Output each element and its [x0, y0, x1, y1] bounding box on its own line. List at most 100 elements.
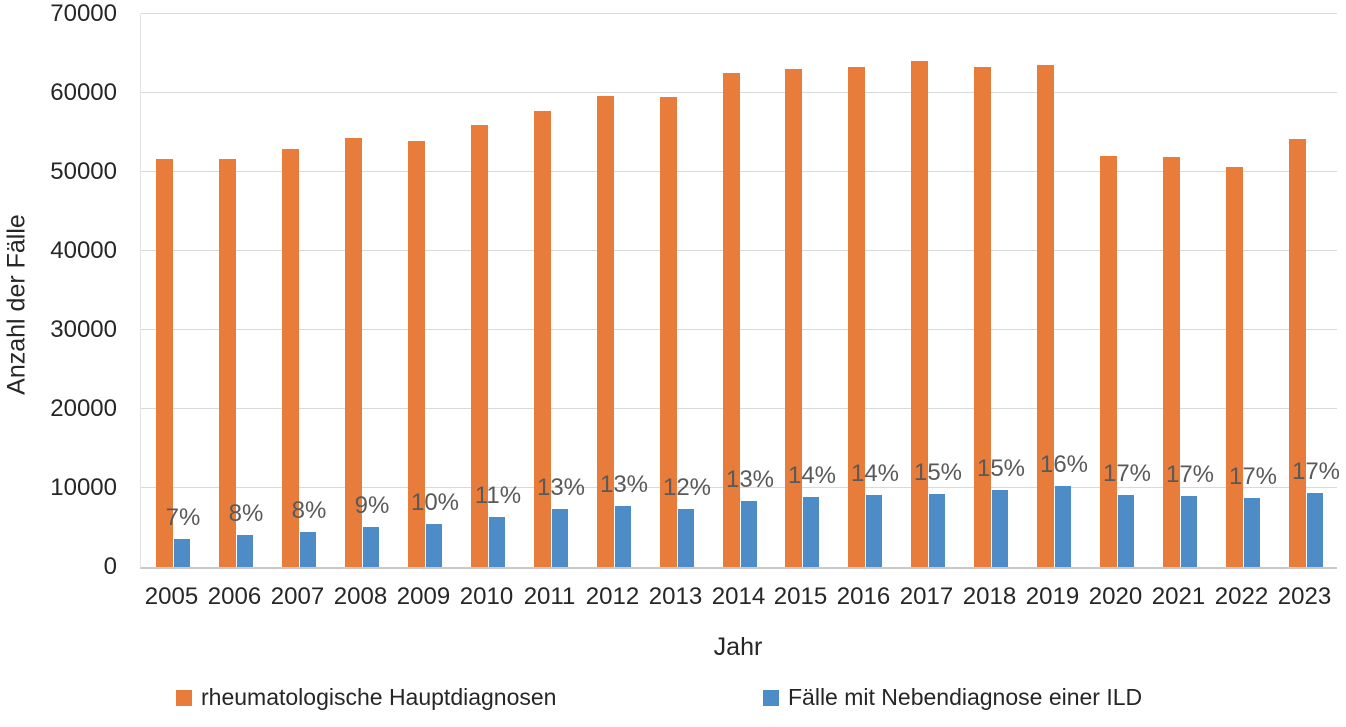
category-group-2012: 13% [582, 14, 649, 567]
x-tick-2006: 2006 [207, 583, 262, 610]
legend-label-ild: Fälle mit Nebendiagnose einer ILD [788, 684, 1143, 710]
bar-hauptdiagnosen-2020 [1100, 156, 1117, 567]
bar-hauptdiagnosen-2005 [156, 159, 173, 567]
bar-ild-2020 [1118, 495, 1134, 567]
plot-area: 7% 8% 8% 9% 10% 11% 13% 13% 12% 13% 14% 14% 15% 15% 16… [140, 13, 1341, 569]
pct-label-2021: 17% [1165, 461, 1215, 488]
y-tick-20000: 20000 [50, 395, 117, 422]
bar-ild-2021 [1181, 496, 1197, 567]
bar-ild-2006 [237, 535, 253, 567]
bar-hauptdiagnosen-2022 [1226, 167, 1243, 567]
bar-hauptdiagnosen-2021 [1163, 157, 1180, 567]
category-group-2008: 9% [330, 14, 393, 567]
bar-ild-2010 [489, 517, 505, 567]
pct-label-2023: 17% [1291, 458, 1341, 485]
bar-hauptdiagnosen-2023 [1289, 139, 1306, 567]
bar-ild-2017 [929, 494, 945, 567]
pct-label-2020: 17% [1102, 460, 1152, 487]
bar-hauptdiagnosen-2011 [534, 111, 551, 567]
y-tick-0: 0 [103, 553, 117, 580]
category-group-2010: 11% [456, 14, 522, 567]
x-tick-2009: 2009 [396, 583, 451, 610]
x-axis-title: Jahr [713, 633, 763, 661]
category-group-2016: 14% [833, 14, 900, 567]
bar-ild-2016 [866, 495, 882, 567]
x-tick-2018: 2018 [962, 583, 1017, 610]
category-group-2006: 8% [204, 14, 267, 567]
category-group-2020: 17% [1085, 14, 1152, 567]
category-group-2009: 10% [393, 14, 459, 567]
bar-hauptdiagnosen-2013 [660, 97, 677, 567]
y-tick-10000: 10000 [50, 474, 117, 501]
pct-label-2011: 13% [536, 474, 586, 501]
bar-hauptdiagnosen-2015 [785, 69, 802, 567]
legend-label-hauptdiagnosen: rheumatologische Hauptdiagnosen [201, 684, 557, 710]
category-group-2023: 17% [1274, 14, 1341, 567]
y-tick-30000: 30000 [50, 316, 117, 343]
bar-ild-2023 [1307, 493, 1323, 567]
x-tick-2011: 2011 [523, 583, 576, 610]
category-group-2018: 15% [959, 14, 1026, 567]
y-tick-40000: 40000 [50, 237, 117, 264]
bar-ild-2005 [174, 539, 190, 567]
bar-ild-2019 [1055, 486, 1071, 567]
y-tick-70000: 70000 [50, 0, 117, 27]
x-tick-2012: 2012 [585, 583, 640, 610]
category-group-2019: 16% [1022, 14, 1089, 567]
category-group-2013: 12% [645, 14, 712, 567]
pct-label-2013: 12% [662, 474, 712, 501]
x-tick-2013: 2013 [648, 583, 703, 610]
pct-label-2008: 9% [354, 492, 390, 519]
bar-hauptdiagnosen-2009 [408, 141, 425, 567]
bar-hauptdiagnosen-2008 [345, 138, 362, 567]
pct-label-2022: 17% [1228, 463, 1278, 490]
pct-label-2016: 14% [850, 460, 900, 487]
bar-ild-2018 [992, 490, 1008, 567]
gridline-70000 [141, 13, 1337, 14]
x-tick-2021: 2021 [1151, 583, 1206, 610]
bar-ild-2014 [741, 501, 757, 567]
x-tick-2023: 2023 [1277, 583, 1332, 610]
legend-swatch-hauptdiagnosen [176, 689, 192, 706]
bar-hauptdiagnosen-2018 [974, 67, 991, 567]
bar-hauptdiagnosen-2012 [597, 96, 614, 567]
x-tick-2010: 2010 [459, 583, 514, 610]
bar-hauptdiagnosen-2019 [1037, 65, 1054, 567]
x-tick-2020: 2020 [1088, 583, 1143, 610]
bar-ild-2007 [300, 532, 316, 567]
bar-hauptdiagnosen-2010 [471, 125, 488, 567]
category-group-2005: 7% [141, 14, 204, 567]
bar-hauptdiagnosen-2016 [848, 67, 865, 567]
x-tick-2015: 2015 [773, 583, 828, 610]
category-group-2015: 14% [770, 14, 837, 567]
category-group-2021: 17% [1148, 14, 1215, 567]
bar-hauptdiagnosen-2007 [282, 149, 299, 567]
pct-label-2018: 15% [976, 455, 1026, 482]
pct-label-2007: 8% [291, 497, 327, 524]
category-group-2022: 17% [1211, 14, 1278, 567]
y-tick-60000: 60000 [50, 79, 117, 106]
x-tick-2005: 2005 [144, 583, 199, 610]
pct-label-2014: 13% [725, 466, 775, 493]
category-group-2007: 8% [267, 14, 330, 567]
bar-ild-2013 [678, 509, 694, 567]
x-tick-2007: 2007 [270, 583, 325, 610]
bar-ild-2008 [363, 527, 379, 567]
bar-ild-2012 [615, 506, 631, 567]
x-tick-2014: 2014 [711, 583, 766, 610]
x-tick-2019: 2019 [1025, 583, 1080, 610]
pct-label-2012: 13% [599, 471, 649, 498]
bar-ild-2011 [552, 509, 568, 567]
x-axis-labels: 2005 2006 2007 2008 2009 2010 2011 2012 2013 2014… [140, 583, 1336, 615]
pct-label-2019: 16% [1039, 451, 1089, 478]
pct-label-2015: 14% [787, 462, 837, 489]
category-group-2017: 15% [896, 14, 963, 567]
category-group-2014: 13% [708, 14, 775, 567]
category-group-2011: 13% [519, 14, 586, 567]
pct-label-2010: 11% [474, 482, 522, 509]
bar-ild-2009 [426, 524, 442, 567]
pct-label-2017: 15% [913, 459, 963, 486]
pct-label-2005: 7% [165, 504, 201, 531]
legend-item-ild: Fälle mit Nebendiagnose einer ILD [763, 684, 1142, 711]
